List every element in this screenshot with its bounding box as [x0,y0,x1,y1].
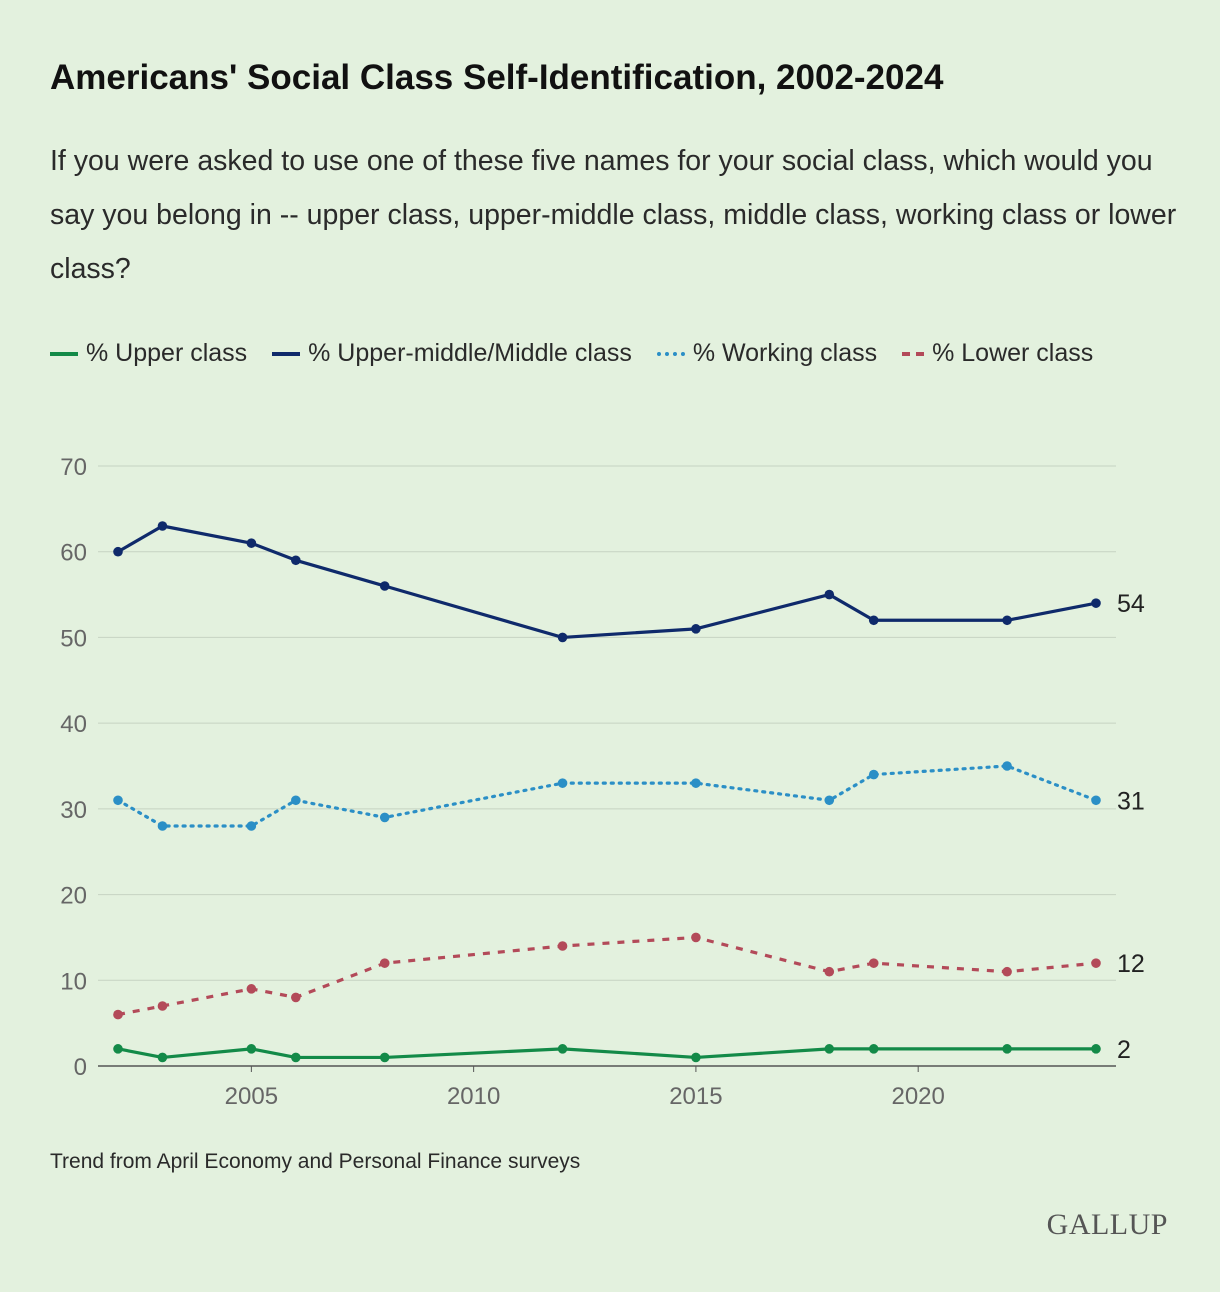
data-point [246,538,257,548]
legend-item: % Upper class [50,339,247,367]
series-line-3 [117,935,1097,1017]
line-chart: 0 10 20 30 40 50 60 70 2005 2010 2015 2020 2 54 31 12 [60,454,1145,1110]
source-note: Trend from April Economy and Personal Fi… [50,1150,581,1173]
data-point [868,958,879,968]
data-point [1091,598,1101,608]
data-point [1002,615,1012,626]
data-point [379,812,390,823]
data-point [557,632,568,643]
end-value-label: 2 [1117,1036,1131,1064]
x-tick-label: 2015 [669,1083,722,1110]
data-point [691,778,701,788]
data-point [824,1044,835,1054]
series-line-1 [117,524,1097,640]
data-point [824,966,835,977]
x-tick-label: 2010 [447,1083,500,1110]
x-tick-label: 2005 [225,1083,278,1110]
data-point [868,769,879,780]
legend-item: % Upper-middle/Middle class [272,339,632,367]
data-point [1091,795,1101,806]
data-point [557,1044,568,1054]
series-line-0 [117,1047,1096,1060]
data-point [113,1044,123,1054]
data-point [557,778,568,788]
legend-label: % Upper-middle/Middle class [308,339,632,367]
chart-title: Americans' Social Class Self-Identificat… [50,58,944,97]
y-tick-label: 20 [60,883,87,910]
data-point [1091,1044,1101,1054]
end-value-label: 12 [1117,950,1145,978]
y-tick-label: 70 [60,454,87,481]
y-tick-label: 50 [60,625,87,652]
data-point [691,624,701,634]
data-point [868,615,879,626]
y-tick-label: 10 [60,968,87,995]
data-point [246,821,257,831]
data-point [113,546,123,557]
data-point [1002,966,1012,977]
data-point [246,1044,257,1054]
data-point [379,581,390,591]
y-tick-label: 40 [60,711,87,738]
data-point [1091,958,1101,968]
data-point [113,795,123,806]
legend-label: % Working class [692,339,878,367]
data-point [379,1052,390,1063]
data-point [157,821,168,831]
series-line-2 [116,764,1098,828]
end-value-label: 54 [1117,590,1145,618]
data-point [291,992,301,1003]
chart-subtitle: If you were asked to use one of these fi… [50,145,1177,285]
y-tick-label: 60 [60,540,87,567]
legend-item: % Lower class [902,339,1093,367]
data-point [691,1052,701,1063]
x-tick-label: 2020 [891,1083,944,1110]
y-tick-label: 30 [60,797,87,824]
legend-item: % Working class [656,339,878,367]
legend-label: % Lower class [932,339,1094,367]
y-tick-label: 0 [74,1054,87,1081]
data-point [868,1044,879,1054]
data-point [157,1052,168,1063]
legend-swatch [50,352,78,357]
data-point [824,589,835,600]
data-point [113,1009,123,1020]
data-point [691,932,701,943]
data-point [557,941,568,951]
legend-swatch [656,352,685,357]
legend-swatch [272,352,301,357]
data-point [824,795,835,806]
legend-swatch [902,352,925,357]
data-point [246,984,257,994]
legend-label: % Upper class [86,339,248,367]
data-point [157,521,168,531]
data-point [157,1001,168,1011]
data-point [379,958,390,968]
gallup-logo: GALLUP [1046,1208,1168,1241]
data-point [291,1052,301,1063]
data-point [291,555,301,566]
end-value-label: 31 [1117,787,1145,815]
data-point [1002,761,1012,771]
data-point [1002,1044,1012,1054]
legend: % Upper class % Upper-middle/Middle clas… [50,333,1160,373]
data-point [291,795,301,806]
